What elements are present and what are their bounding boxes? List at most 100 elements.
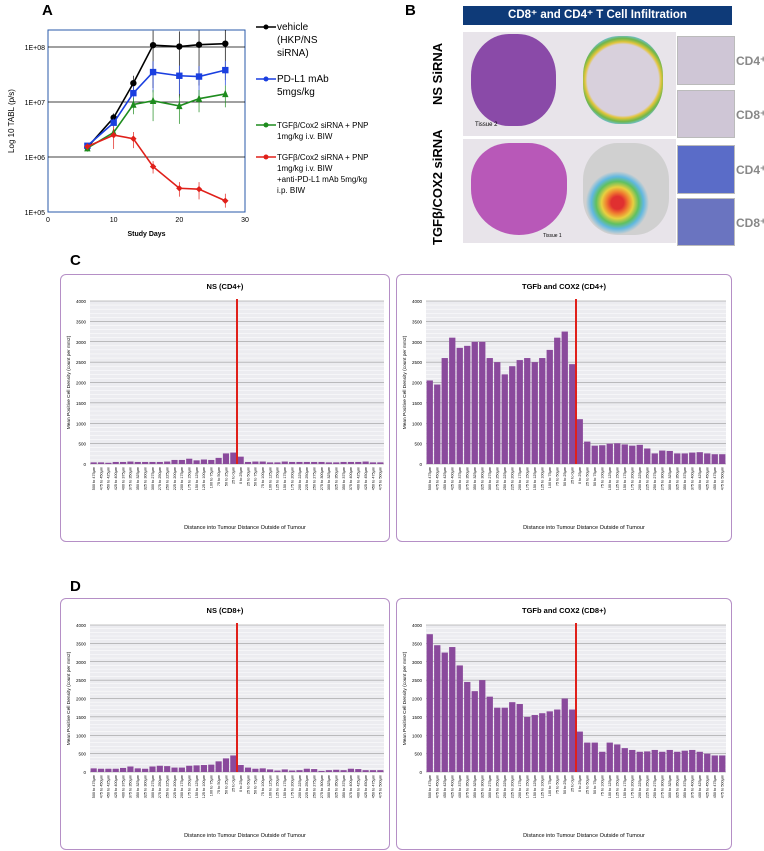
y-tick-label: 3500: [76, 641, 87, 646]
bar: [471, 341, 478, 464]
bar: [311, 769, 318, 772]
x-tick-label: 400 to 425µm: [698, 775, 702, 798]
chart-title: TGFb and COX2 (CD8+): [522, 606, 606, 615]
bar: [355, 769, 362, 772]
bar: [464, 681, 471, 772]
x-tick-label: 350 to 325µm: [473, 775, 477, 798]
y-tick-label: 1000: [412, 421, 423, 426]
x-tick-label: 175 to 150µm: [188, 775, 192, 798]
y-tick-label: 0: [83, 462, 86, 467]
x-tick-label: 325 to 300µm: [143, 775, 147, 798]
y-tick-label: 3500: [412, 641, 423, 646]
data-point: [195, 185, 203, 193]
x-tick-label: 125 to 150µm: [616, 467, 620, 490]
bar: [347, 768, 354, 772]
bar: [340, 461, 347, 464]
bar: [621, 444, 628, 464]
x-tick-label: 250 to 275µm: [653, 467, 657, 490]
x-tick-label: 100 to 75µm: [210, 775, 214, 796]
bar: [426, 380, 433, 464]
x-tick-label: 475 to 450µm: [99, 775, 103, 798]
x-tick-label: 200 to 175µm: [180, 775, 184, 798]
data-point: [195, 73, 203, 80]
x-tick-label: 50 to 25µm: [224, 467, 228, 486]
bar: [599, 751, 606, 772]
x-tick-label: 475 to 500µm: [379, 775, 383, 798]
bar: [434, 645, 441, 772]
x-tick-label: 150 to 175µm: [283, 467, 287, 490]
bar: [584, 441, 591, 464]
bar: [333, 769, 340, 772]
data-point: [130, 100, 137, 108]
x-tick-label: 350 to 375µm: [342, 467, 346, 490]
tgf-cd8-micrograph: [677, 198, 735, 246]
bar: [259, 768, 266, 772]
data-point: [222, 40, 229, 47]
bar: [689, 452, 696, 464]
y-tick-label: 2000: [76, 381, 87, 386]
chart-tgfb-cd4: TGFb and COX2 (CD4+) 0 500 1000 1500 2000 2500…: [396, 274, 732, 542]
bar: [539, 358, 546, 464]
bar: [434, 384, 441, 464]
y-tick-label: 500: [414, 752, 422, 757]
x-tick-label: 425 to 400µm: [114, 775, 118, 798]
x-tick-label: 375 to 350µm: [129, 775, 133, 798]
bar: [325, 462, 332, 464]
ns-cd4-micrograph: [677, 36, 735, 85]
x-tick-label: 425 to 450µm: [364, 775, 368, 798]
y-tick-label: 3000: [76, 660, 87, 665]
y-axis-label: Log 10 TABL (p/s): [7, 89, 16, 153]
bar: [456, 665, 463, 772]
bar: [674, 751, 681, 772]
bar: [479, 341, 486, 464]
x-tick-label: 325 to 350µm: [335, 467, 339, 490]
row-label-tgf: TGFβ/COX2 siRNA: [430, 129, 445, 245]
x-tick-label: 275 to 250µm: [158, 775, 162, 798]
y-tick-label: 1000: [76, 421, 87, 426]
y-tick-label: 500: [78, 442, 86, 447]
x-tick-label: 400 to 425µm: [698, 467, 702, 490]
data-point: [176, 43, 183, 50]
bar: [606, 443, 613, 464]
bar: [674, 453, 681, 464]
x-tick-label: 100 to 125µm: [268, 775, 272, 798]
x-tick-label: 0 to 25µm: [578, 775, 582, 792]
x-tick-label: 300 to 275µm: [151, 467, 155, 490]
x-tick-label: 200 to 225µm: [638, 467, 642, 490]
bar: [296, 770, 303, 772]
x-tick-label: 50 to 25µm: [224, 775, 228, 794]
x-tick-label: 175 to 200µm: [631, 467, 635, 490]
bar: [340, 770, 347, 772]
x-tick-label: 150 to 175µm: [623, 775, 627, 798]
x-tick-label: 425 to 400µm: [451, 775, 455, 798]
x-tick-label: 175 to 200µm: [290, 467, 294, 490]
bar: [186, 458, 193, 464]
x-tick-label: 475 to 500µm: [721, 775, 725, 798]
data-point: [149, 96, 157, 105]
x-tick-label: 375 to 400µm: [349, 467, 353, 490]
bar: [362, 770, 369, 772]
bar: [377, 462, 384, 464]
bar: [711, 755, 718, 772]
bar: [524, 716, 531, 772]
x-tick-label: 250 to 225µm: [165, 775, 169, 798]
survival-line-chart: 1E+05 1E+06 1E+07 1E+08 0 10 20 30 Study Days Log…: [7, 22, 369, 238]
x-tick-label: 275 to 300µm: [661, 467, 665, 490]
y-tick-label: 3000: [412, 660, 423, 665]
x-tick-label: 375 to 350µm: [466, 467, 470, 490]
x-tick-label: 325 to 300µm: [481, 775, 485, 798]
bar: [369, 462, 377, 464]
x-tick-label: 275 to 300µm: [320, 775, 324, 798]
x-tick-label: 25 to 50µm: [586, 467, 590, 486]
x-tick-label: 175 to 150µm: [526, 775, 530, 798]
y-tick-label: 2500: [76, 360, 87, 365]
x-tick-label: 75 to 100µm: [261, 775, 265, 796]
x-tick-label: 175 to 200µm: [290, 775, 294, 798]
bar: [208, 459, 215, 464]
bar: [347, 461, 354, 464]
bar: [719, 755, 726, 772]
bar: [531, 715, 538, 772]
bar: [486, 696, 493, 772]
x-tick-label: 350 to 375µm: [683, 775, 687, 798]
bar: [704, 753, 711, 772]
